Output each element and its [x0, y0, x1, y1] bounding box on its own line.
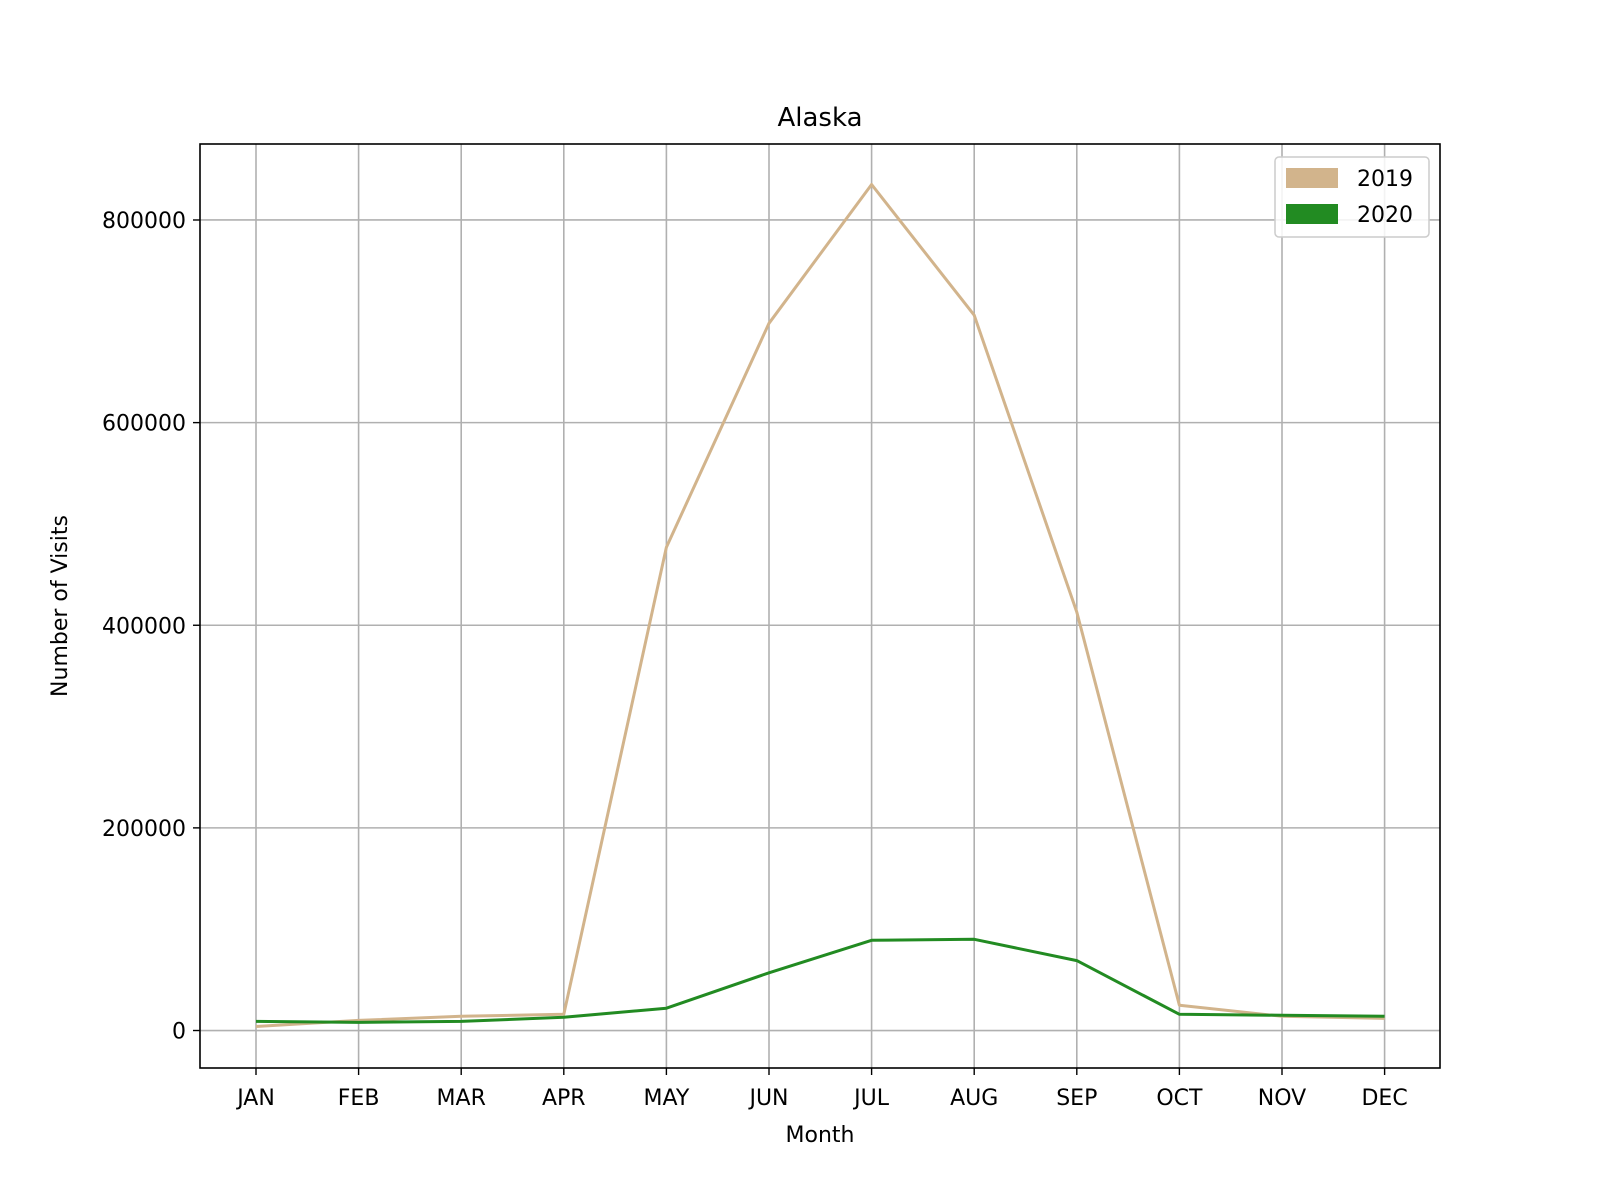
x-tick-label: APR	[542, 1086, 586, 1111]
series-line-2019	[255, 183, 1385, 1028]
y-tick-label: 0	[172, 1020, 186, 1045]
legend-swatch-2019	[1286, 168, 1338, 188]
series-line-2020	[255, 937, 1385, 1024]
x-tick-label: JUL	[852, 1086, 890, 1111]
x-tick-label: AUG	[950, 1086, 998, 1111]
legend: 2019 2020	[1274, 156, 1430, 238]
x-tick-label: DEC	[1361, 1086, 1407, 1111]
y-tick-label: 600000	[102, 412, 186, 437]
x-tick-label: MAR	[437, 1086, 486, 1111]
legend-swatch-2020	[1286, 204, 1338, 224]
chart-title: Alaska	[777, 103, 862, 133]
y-tick-label: 200000	[102, 817, 186, 842]
x-tick-label: OCT	[1156, 1086, 1203, 1111]
x-tick-label: NOV	[1258, 1086, 1306, 1111]
y-tick-label: 800000	[102, 209, 186, 234]
x-axis-label: Month	[786, 1123, 855, 1148]
x-axis-ticks: JAN FEB MAR APR MAY JUN JUL AUG SEP OCT NOV DEC	[235, 1068, 1408, 1111]
plot-area-frame	[199, 143, 1441, 1069]
x-tick-label: JUN	[747, 1086, 788, 1111]
grid	[200, 144, 1440, 1068]
y-axis-ticks: 0 200000 400000 600000 800000	[102, 209, 200, 1045]
y-tick-label: 400000	[102, 614, 186, 639]
x-tick-label: FEB	[338, 1086, 380, 1111]
x-tick-label: SEP	[1056, 1086, 1097, 1111]
y-axis-label: Number of Visits	[48, 515, 73, 697]
legend-label-2019: 2019	[1357, 167, 1413, 192]
legend-label-2020: 2020	[1357, 203, 1413, 228]
x-tick-label: MAY	[644, 1086, 690, 1111]
x-tick-label: JAN	[235, 1086, 275, 1111]
series-lines	[255, 183, 1385, 1028]
